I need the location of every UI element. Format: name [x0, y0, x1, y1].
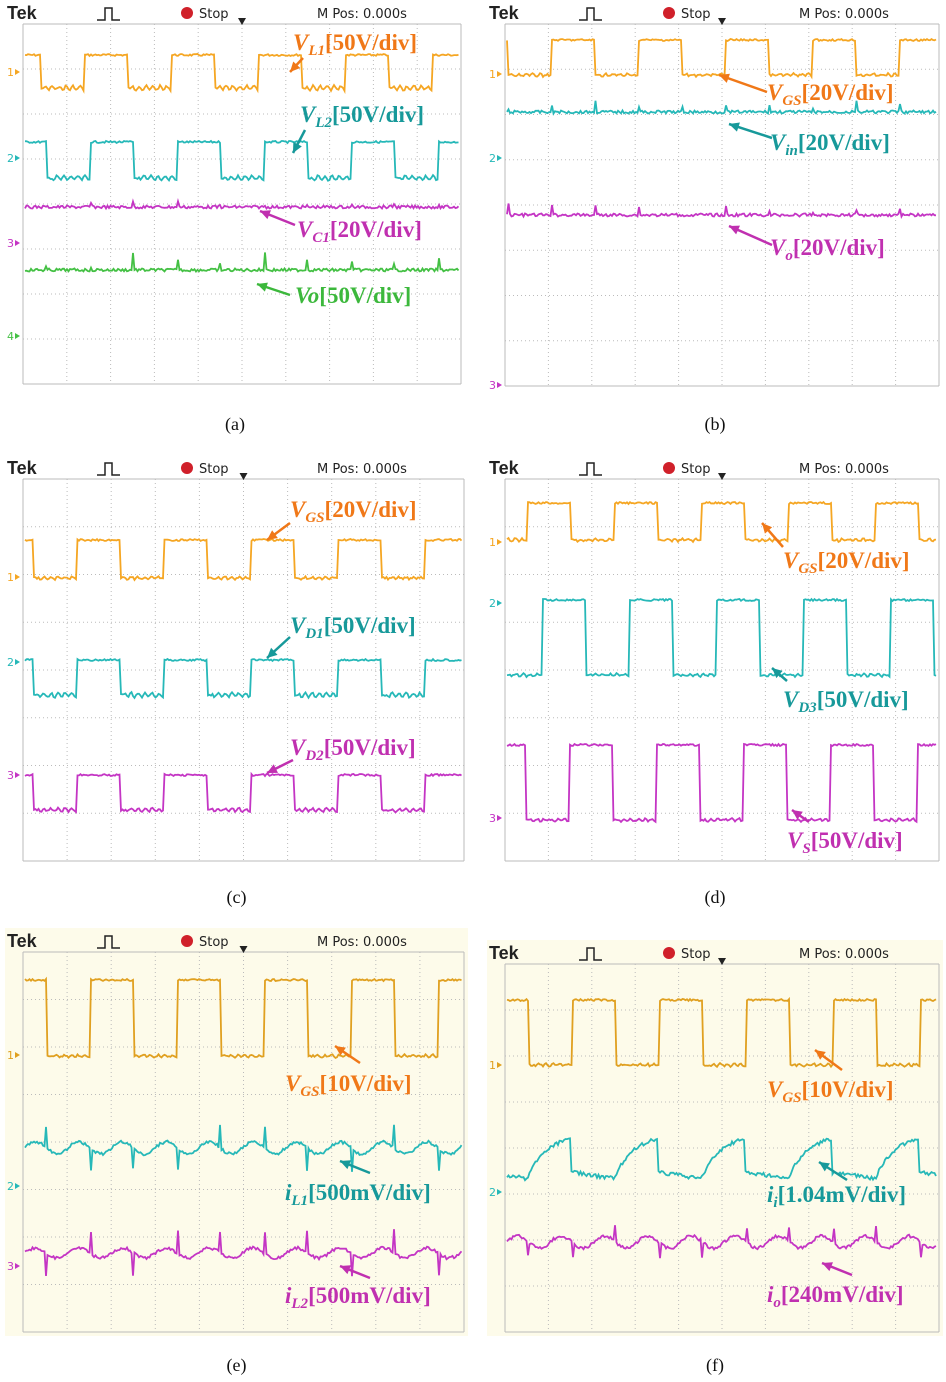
- trace-label: ii[1.04mV/div]: [767, 1182, 906, 1211]
- scope-panel: TekStopM Pos: 0.000sVGS[20V/div]VD1[50V/…: [5, 455, 468, 865]
- label-subscript: in: [785, 143, 798, 159]
- label-scale: [1.04mV/div]: [778, 1182, 906, 1207]
- channel-marker: 2: [489, 152, 496, 165]
- channel-marker: 4: [7, 330, 14, 343]
- panel-caption: (f): [706, 1355, 724, 1376]
- channel-marker: 1: [489, 1059, 496, 1072]
- trace-label: io[240mV/div]: [767, 1282, 904, 1311]
- label-scale: [50V/div]: [325, 30, 417, 55]
- screen-frame: [487, 0, 943, 390]
- stop-indicator: [663, 462, 675, 474]
- stop-indicator: [663, 947, 675, 959]
- label-scale: [500mV/div]: [308, 1180, 431, 1205]
- channel-marker: 1: [489, 68, 496, 81]
- label-subscript: L1: [290, 1193, 308, 1209]
- label-subscript: GS: [782, 1090, 801, 1106]
- channel-marker: 2: [7, 1180, 14, 1193]
- screen-frame: [5, 0, 465, 388]
- label-scale: [20V/div]: [325, 497, 417, 522]
- scope-status: Stop: [199, 935, 229, 950]
- channel-marker: 3: [7, 237, 14, 250]
- scope-status: Stop: [199, 462, 229, 477]
- channel-marker: 1: [7, 66, 14, 79]
- scope-status: Stop: [681, 947, 711, 962]
- scope-brand: Tek: [7, 458, 38, 478]
- channel-marker: 2: [489, 597, 496, 610]
- label-scale: [20V/div]: [798, 130, 890, 155]
- scope-position: M Pos: 0.000s: [799, 462, 889, 477]
- label-subscript: C1: [312, 230, 330, 246]
- scope-status: Stop: [681, 7, 711, 22]
- label-subscript: GS: [782, 93, 801, 109]
- label-subscript: o: [785, 248, 793, 264]
- stop-indicator: [181, 7, 193, 19]
- channel-marker: 2: [7, 656, 14, 669]
- label-scale: [50V/div]: [319, 283, 411, 308]
- label-scale: [10V/div]: [320, 1071, 412, 1096]
- scope-status: Stop: [199, 7, 229, 22]
- channel-marker: 1: [7, 571, 14, 584]
- trace-label: Vo[50V/div]: [295, 283, 411, 308]
- panel-caption: (e): [227, 1355, 247, 1376]
- channel-marker: 2: [489, 1186, 496, 1199]
- scope-position: M Pos: 0.000s: [317, 7, 407, 22]
- scope-brand: Tek: [7, 3, 38, 23]
- label-scale: [50V/div]: [332, 102, 424, 127]
- scope-brand: Tek: [7, 931, 38, 951]
- panel-caption: (c): [227, 887, 247, 908]
- figure: TekStopM Pos: 0.000sVL1[50V/div]VL2[50V/…: [0, 0, 946, 1382]
- scope-position: M Pos: 0.000s: [799, 7, 889, 22]
- scope-panel: TekStopM Pos: 0.000sVGS[10V/div]iL1[500m…: [5, 928, 468, 1336]
- scope-position: M Pos: 0.000s: [799, 947, 889, 962]
- label-symbol: Vo: [295, 283, 319, 308]
- channel-marker: 3: [7, 769, 14, 782]
- label-subscript: D1: [304, 626, 323, 642]
- panel-caption: (d): [705, 887, 726, 908]
- label-subscript: S: [802, 841, 810, 857]
- scope-position: M Pos: 0.000s: [317, 462, 407, 477]
- label-scale: [20V/div]: [818, 548, 910, 573]
- page: TekStopM Pos: 0.000sVL1[50V/div]VL2[50V/…: [0, 0, 946, 1382]
- label-scale: [20V/div]: [802, 80, 894, 105]
- scope-status: Stop: [681, 462, 711, 477]
- scope-brand: Tek: [489, 943, 520, 963]
- label-scale: [10V/div]: [802, 1077, 894, 1102]
- stop-indicator: [663, 7, 675, 19]
- label-scale: [50V/div]: [811, 828, 903, 853]
- label-scale: [240mV/div]: [781, 1282, 904, 1307]
- scope-brand: Tek: [489, 3, 520, 23]
- channel-marker: 1: [7, 1049, 14, 1062]
- label-subscript: L2: [290, 1296, 308, 1312]
- scope-brand: Tek: [489, 458, 520, 478]
- label-subscript: D3: [797, 700, 817, 716]
- label-subscript: GS: [305, 510, 324, 526]
- label-scale: [500mV/div]: [308, 1283, 431, 1308]
- stop-indicator: [181, 935, 193, 947]
- channel-marker: 2: [7, 152, 14, 165]
- label-subscript: o: [773, 1295, 781, 1311]
- label-subscript: L1: [307, 43, 325, 59]
- panel-caption: (b): [705, 414, 726, 435]
- scope-position: M Pos: 0.000s: [317, 935, 407, 950]
- stop-indicator: [181, 462, 193, 474]
- label-scale: [20V/div]: [330, 217, 422, 242]
- label-scale: [50V/div]: [817, 687, 909, 712]
- channel-marker: 3: [489, 379, 496, 392]
- label-subscript: GS: [300, 1084, 319, 1100]
- label-subscript: L2: [314, 115, 332, 131]
- label-scale: [50V/div]: [324, 735, 416, 760]
- channel-marker: 3: [7, 1260, 14, 1273]
- screen-frame: [5, 928, 468, 1336]
- channel-marker: 1: [489, 536, 496, 549]
- panel-caption: (a): [225, 414, 245, 435]
- channel-marker: 3: [489, 812, 496, 825]
- label-subscript: GS: [798, 561, 817, 577]
- label-scale: [20V/div]: [793, 235, 885, 260]
- scope-panel: TekStopM Pos: 0.000sVGS[20V/div]Vin[20V/…: [487, 0, 943, 392]
- label-scale: [50V/div]: [324, 613, 416, 638]
- label-subscript: D2: [304, 748, 324, 764]
